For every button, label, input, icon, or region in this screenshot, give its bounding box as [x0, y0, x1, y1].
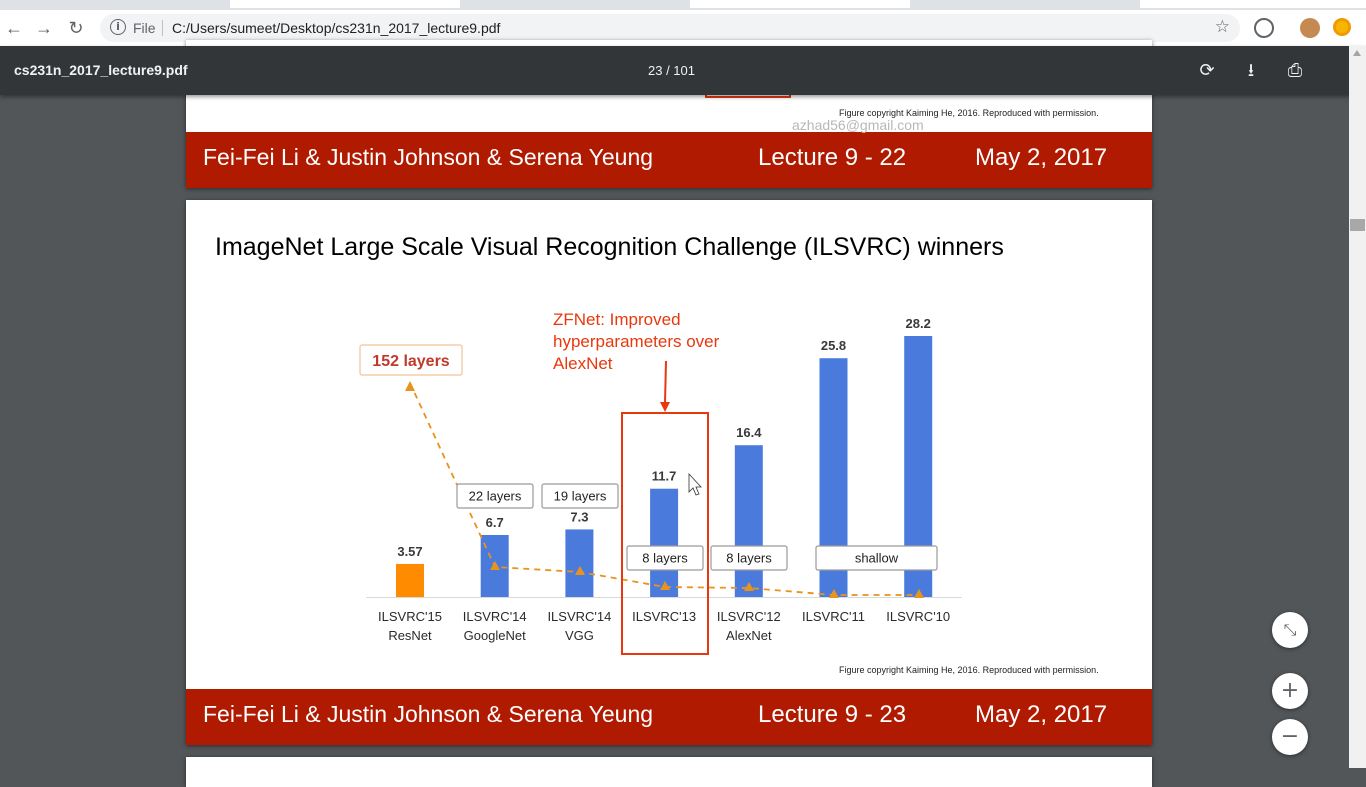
trend-marker [829, 589, 839, 598]
footer-authors: Fei-Fei Li & Justin Johnson & Serena Yeu… [203, 701, 654, 727]
page-indicator[interactable]: 23 / 101 [648, 63, 695, 78]
footer-date: May 2, 2017 [975, 701, 1108, 728]
category-label: AlexNet [726, 628, 772, 643]
layer-count-box [710, 545, 788, 571]
figure-copyright: Figure copyright Kaiming He, 2016. Repro… [839, 108, 1099, 118]
category-label: ILSVRC'15 [378, 609, 442, 624]
avatar[interactable] [1300, 18, 1320, 38]
layer-count-box [626, 545, 704, 571]
layer-count-label: 8 layers [642, 551, 688, 566]
annotation-arrow-shaft [664, 360, 667, 404]
pdf-filename: cs231n_2017_lecture9.pdf [14, 62, 188, 78]
value-label: 3.57 [397, 544, 422, 559]
omnibox-separator [162, 20, 163, 36]
value-label: 16.4 [736, 425, 762, 440]
file-scheme-label: File [133, 20, 156, 36]
update-icon[interactable] [1333, 18, 1351, 36]
mouse-cursor-icon [688, 472, 702, 496]
download-icon[interactable]: ⭳ [1247, 60, 1255, 80]
layer-count-label: 19 layers [554, 489, 607, 504]
bar [396, 563, 424, 597]
figure-copyright: Figure copyright Kaiming He, 2016. Repro… [839, 665, 1099, 675]
zoom-in-icon[interactable]: + [1272, 673, 1308, 709]
value-label: 6.7 [486, 515, 504, 530]
category-label: ILSVRC'14 [463, 609, 527, 624]
url-text[interactable]: C:/Users/sumeet/Desktop/cs231n_2017_lect… [172, 20, 501, 36]
category-label: ILSVRC'14 [547, 609, 611, 624]
trend-marker [914, 589, 924, 598]
rotate-icon[interactable]: ⟳ [1199, 60, 1215, 80]
zfnet-annotation: AlexNet [553, 354, 613, 373]
footer-lecture: Lecture 9 - 23 [758, 701, 907, 728]
footer-lecture: Lecture 9 - 22 [758, 144, 907, 171]
value-label: 7.3 [570, 509, 588, 524]
bookmark-star-icon[interactable]: ☆ [1214, 17, 1230, 36]
value-label: 25.8 [821, 338, 846, 353]
bar [565, 529, 594, 597]
category-label: ILSVRC'10 [886, 609, 950, 624]
tab-strip [0, 0, 1366, 10]
omnibox[interactable]: i File C:/Users/sumeet/Desktop/cs231n_20… [100, 14, 1240, 42]
zoom-out-icon[interactable]: − [1272, 719, 1308, 755]
slide-footer: Fei-Fei Li & Justin Johnson & Serena Yeu… [186, 689, 1152, 745]
slide-title: ImageNet Large Scale Visual Recognition … [215, 233, 1004, 261]
zfnet-annotation: hyperparameters over [553, 332, 720, 351]
fit-to-page-icon[interactable]: ⤡ [1272, 612, 1308, 648]
bar [650, 488, 679, 597]
browser-tab[interactable] [230, 0, 460, 8]
category-label: ResNet [388, 628, 432, 643]
scrollbar-thumb[interactable] [1350, 219, 1365, 231]
layer-count-label: 152 layers [372, 353, 450, 370]
value-label: 28.2 [906, 316, 931, 331]
annotation-arrow-head [660, 402, 670, 412]
zfnet-annotation: ZFNet: Improved [553, 310, 681, 329]
bar [734, 445, 763, 597]
zfnet-highlight-box [621, 412, 709, 655]
footer-date: May 2, 2017 [975, 144, 1108, 171]
trend-marker [490, 561, 500, 570]
footer-authors: Fei-Fei Li & Justin Johnson & Serena Yeu… [203, 144, 654, 170]
layer-count-label: 8 layers [726, 551, 772, 566]
layer-count-box [456, 483, 534, 509]
layer-count-box [359, 344, 463, 376]
print-icon[interactable]: ⎙ [1287, 60, 1303, 80]
layer-count-box [541, 483, 619, 509]
browser-tab[interactable] [1140, 0, 1366, 8]
scroll-up-icon[interactable] [1353, 50, 1361, 56]
category-label: GoogleNet [464, 628, 527, 643]
pdf-page-24 [186, 757, 1152, 787]
extension-icon[interactable] [1254, 18, 1274, 38]
back-icon[interactable]: ← [5, 18, 23, 38]
ilsvrc-chart: 3.57 ILSVRC'15 ResNet 6.7 ILSVRC'14 GoogleNet… [359, 310, 962, 655]
browser-tab[interactable] [690, 0, 910, 8]
pdf-toolbar: cs231n_2017_lecture9.pdf 23 / 101 ⟳ ⭳ ⎙ [0, 46, 1366, 95]
category-label: ILSVRC'11 [802, 609, 865, 624]
info-icon[interactable]: i [110, 19, 126, 35]
trend-marker [660, 581, 670, 590]
pdf-page-23: ImageNet Large Scale Visual Recognition … [186, 200, 1152, 745]
scrollbar[interactable] [1349, 46, 1366, 768]
slide-footer: Fei-Fei Li & Justin Johnson & Serena Yeu… [186, 132, 1152, 188]
layer-count-box [815, 545, 938, 571]
reload-icon[interactable]: ↻ [68, 18, 84, 38]
forward-icon[interactable]: → [35, 18, 53, 38]
layer-count-label: 22 layers [469, 489, 522, 504]
value-label: 11.7 [652, 469, 677, 484]
category-label: ILSVRC'13 [632, 609, 696, 624]
trend-marker [744, 582, 754, 591]
trend-marker [575, 566, 585, 575]
trend-marker [405, 381, 415, 391]
category-label: VGG [565, 628, 594, 643]
layer-count-label: shallow [855, 551, 899, 566]
watermark: azhad56@gmail.com [792, 117, 924, 133]
category-label: ILSVRC'12 [717, 609, 781, 624]
